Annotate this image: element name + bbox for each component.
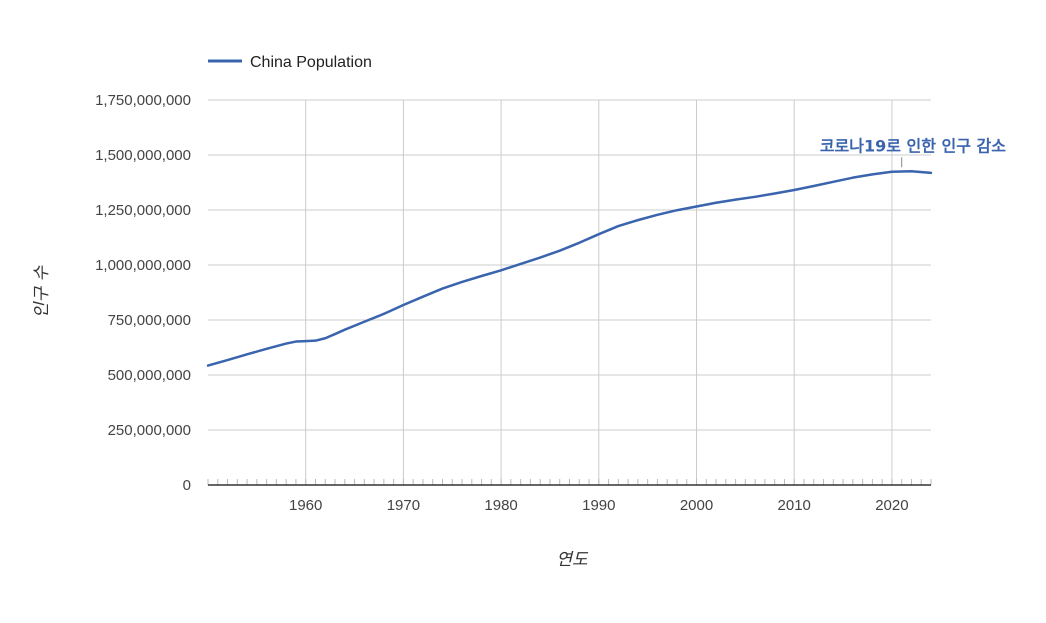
legend[interactable]: China Population	[208, 54, 372, 71]
y-tick-label: 1,250,000,000	[95, 202, 191, 219]
annotation-layer: 코로나19로 인한 인구 감소	[820, 136, 1006, 168]
x-tick-label: 1980	[484, 497, 517, 514]
y-tick-label: 1,500,000,000	[95, 147, 191, 164]
x-tick-label: 1960	[289, 497, 322, 514]
legend-label-china-population: China Population	[250, 54, 372, 71]
x-axis-title: 연도	[556, 550, 589, 570]
series-layer	[206, 170, 933, 367]
series-line-china-population	[206, 170, 933, 367]
annotation-label: 코로나19로 인한 인구 감소	[820, 136, 1006, 155]
y-axis-ticks: 0 250,000,000 500,000,000 750,000,000 1,000,…	[95, 92, 191, 494]
x-axis-ticks: 1960 1970 1980 1990 2000 2010 2020	[289, 497, 909, 514]
y-axis-title: 인구 수	[32, 264, 52, 318]
x-tick-label: 1990	[582, 497, 615, 514]
y-tick-label: 1,000,000,000	[95, 257, 191, 274]
x-tick-label: 2020	[875, 497, 908, 514]
y-tick-label: 500,000,000	[108, 367, 191, 384]
y-tick-label: 750,000,000	[108, 312, 191, 329]
x-tick-label: 1970	[387, 497, 420, 514]
axes	[207, 479, 932, 486]
x-tick-label: 2000	[680, 497, 713, 514]
y-tick-label: 250,000,000	[108, 422, 191, 439]
grid-lines	[208, 99, 931, 485]
y-tick-label: 1,750,000,000	[95, 92, 191, 109]
y-tick-label: 0	[183, 477, 191, 494]
x-tick-label: 2010	[778, 497, 811, 514]
